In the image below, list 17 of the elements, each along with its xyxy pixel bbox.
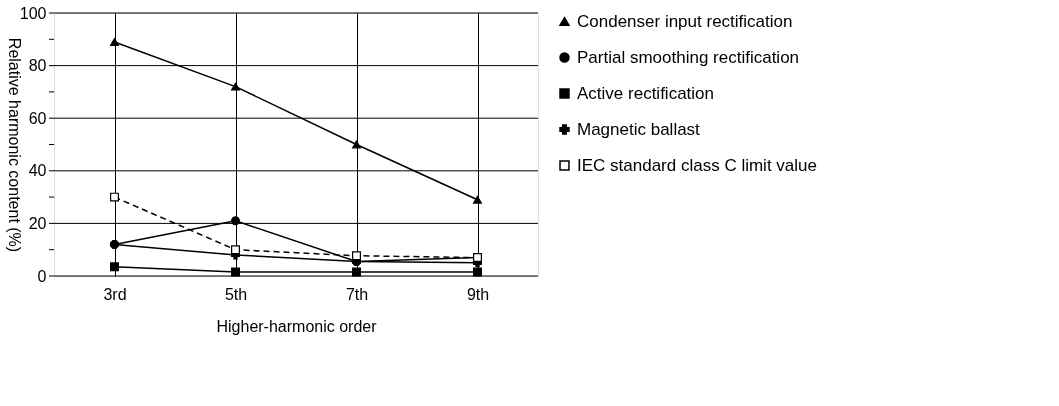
y-tick-label: 80 bbox=[28, 57, 47, 75]
y-tick-label: 60 bbox=[28, 109, 47, 127]
x-tick-label: 5th bbox=[224, 285, 248, 303]
legend-label: Active rectification bbox=[577, 83, 714, 103]
x-tick-label: 7th bbox=[345, 285, 369, 303]
y-tick-label: 100 bbox=[19, 4, 47, 22]
x-axis-title: Higher-harmonic order bbox=[216, 317, 378, 335]
legend-label: IEC standard class C limit value bbox=[577, 155, 817, 175]
y-tick-label: 0 bbox=[37, 267, 47, 285]
y-tick-label: 40 bbox=[28, 162, 47, 180]
x-tick-label: 9th bbox=[466, 285, 490, 303]
x-tick-label: 3rd bbox=[103, 285, 127, 303]
y-axis-title: Relative harmonic content (%) bbox=[5, 37, 23, 253]
legend-label: Partial smoothing rectification bbox=[577, 47, 800, 67]
y-tick-label: 20 bbox=[28, 214, 47, 232]
legend-label: Magnetic ballast bbox=[577, 119, 701, 139]
legend-label: Condenser input rectification bbox=[577, 11, 793, 31]
